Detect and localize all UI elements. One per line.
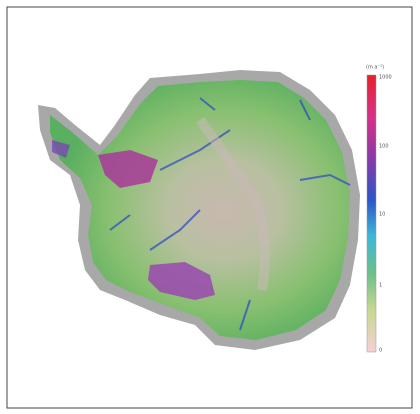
legend-tick-label: 1 xyxy=(379,283,382,289)
legend-tick-label: 100 xyxy=(379,144,389,150)
legend-title: (m a⁻¹) xyxy=(366,65,384,71)
ross-ice-shelf xyxy=(148,262,215,300)
antarctica-map xyxy=(38,70,360,350)
ice-streams xyxy=(109,97,351,331)
legend-tick-label: 10 xyxy=(379,212,385,218)
ice-divide xyxy=(195,117,270,291)
ronne-ice-shelf xyxy=(98,150,158,188)
legend-tick-label: 0 xyxy=(379,348,382,354)
colorbar xyxy=(366,74,377,353)
peninsula-shelf xyxy=(52,140,70,158)
legend-tick-label: 1000 xyxy=(379,75,392,81)
color-legend: (m a⁻¹) 1000 100 10 1 0 xyxy=(366,65,392,354)
